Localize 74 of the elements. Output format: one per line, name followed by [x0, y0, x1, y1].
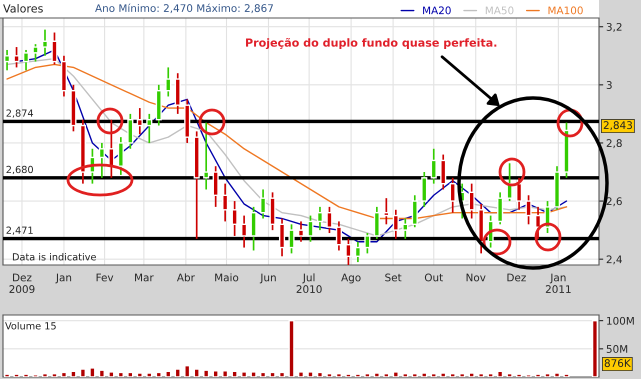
candlestick [250, 206, 257, 252]
x-tick-label: Jul 2010 [296, 273, 322, 294]
y-tick-label: 3 [606, 81, 612, 89]
candlestick [534, 206, 542, 240]
candlestick [22, 49, 30, 72]
candlestick [402, 218, 408, 240]
x-tick-label: Dez [507, 274, 526, 282]
x-tick-label: Out [424, 274, 443, 282]
candlestick [98, 142, 105, 179]
ref-line-label: 2,680 [6, 166, 33, 174]
candlestick [364, 232, 370, 254]
candlestick [165, 66, 172, 98]
candlestick [316, 206, 324, 231]
legend-label: MA100 [548, 6, 583, 14]
candlestick [118, 136, 124, 176]
candlestick [374, 206, 380, 240]
candlestick [146, 113, 152, 144]
x-tick-label: Maio [215, 273, 238, 282]
candlestick [468, 182, 475, 220]
y-tick-label: 100M [607, 316, 634, 325]
annotation: Projeção do duplo fundo quase perfeita. [246, 38, 496, 50]
x-tick-label: Dez 2009 [9, 274, 34, 294]
candlestick [421, 171, 428, 208]
candlestick [13, 46, 20, 68]
candlestick [307, 214, 314, 243]
candlestick [392, 208, 399, 240]
candlestick [383, 197, 390, 226]
ref-line-label: 2,874 [6, 109, 34, 118]
candlestick [32, 43, 39, 62]
candlestick [232, 200, 238, 237]
text: 876K [604, 359, 631, 368]
candlestick [497, 192, 504, 226]
candlestick [51, 32, 58, 66]
y-tick-label: 2,4 [606, 255, 622, 264]
annotation: Volume 15 [5, 322, 56, 330]
candlestick [526, 194, 532, 226]
candlestick [516, 176, 522, 211]
x-tick-label: Jan [55, 274, 72, 284]
candlestick [430, 148, 437, 184]
y-tick-label: 50M [606, 345, 628, 353]
candlestick [298, 220, 304, 243]
candlestick [450, 176, 456, 214]
ref-line-label: 2,471 [6, 226, 33, 235]
candlestick [42, 28, 48, 57]
x-tick-label: Ago [341, 274, 361, 284]
candlestick [412, 194, 418, 228]
candlestick [440, 154, 446, 190]
y-tick-label: 2,8 [606, 139, 622, 148]
candlestick [136, 107, 143, 136]
y-tick-label: 2,6 [606, 197, 622, 206]
x-tick-label: Mar [135, 274, 154, 282]
x-tick-label: Nov [466, 274, 486, 282]
text: Valores [3, 4, 43, 13]
x-tick-label: Fev [96, 274, 114, 282]
x-tick-label: Set [385, 274, 402, 282]
candlestick [222, 182, 228, 222]
legend-label: MA20 [423, 6, 451, 14]
candlestick [203, 122, 210, 190]
legend-label: MA50 [486, 6, 514, 14]
text: 2,843 [604, 121, 632, 130]
x-tick-label: Jan 2011 [546, 274, 571, 294]
candlestick [241, 214, 248, 248]
x-tick-label: Abr [176, 273, 195, 282]
candlestick [212, 165, 219, 208]
candlestick [278, 218, 286, 258]
candlestick [260, 188, 266, 220]
candlestick [127, 113, 134, 150]
y-tick-label: 3,2 [606, 22, 622, 32]
candlestick [326, 206, 333, 234]
x-tick-label: Jun [260, 274, 276, 284]
candlestick [288, 223, 295, 254]
text: Ano Mínimo: 2,470 Máximo: 2,867 [95, 4, 273, 14]
annotation: Data is indicative [12, 253, 96, 261]
candlestick [336, 220, 342, 252]
